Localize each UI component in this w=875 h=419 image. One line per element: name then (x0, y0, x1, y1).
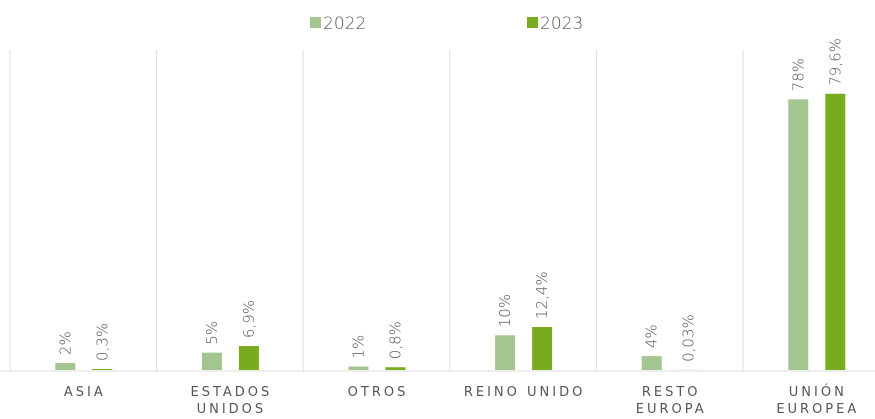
value-label: 12,4% (533, 271, 551, 319)
value-label: 0,3% (93, 323, 111, 361)
value-label: 10% (496, 294, 514, 327)
bar (92, 368, 113, 370)
x-tick-label: RESTO EUROPA (635, 385, 707, 417)
bar (385, 367, 406, 370)
bar (532, 326, 553, 370)
value-label: 79,6% (826, 38, 844, 86)
x-tick-label: ESTADOS UNIDOS (190, 385, 273, 417)
legend-swatch (527, 17, 538, 28)
bar (238, 346, 259, 370)
value-label: 5% (203, 321, 221, 345)
bar (825, 93, 846, 371)
bar (348, 366, 369, 370)
value-label: 0,03% (680, 314, 698, 362)
value-label: 2% (56, 331, 74, 355)
bar (55, 363, 76, 370)
x-tick-label: ASIA (63, 385, 106, 400)
bar (201, 352, 222, 370)
value-label: 1% (350, 335, 368, 359)
legend-label: 2023 (540, 14, 583, 34)
value-label: 6,9% (240, 300, 258, 338)
value-label: 0,8% (387, 321, 405, 359)
legend-swatch (310, 17, 321, 28)
value-label: 4% (643, 324, 661, 348)
legend-label: 2022 (323, 14, 366, 34)
x-tick-label: OTROS (347, 385, 409, 400)
bar (641, 356, 662, 370)
x-tick-label: UNIÓN EUROPEA (776, 385, 860, 417)
x-tick-label: REINO UNIDO (463, 385, 586, 400)
bar (495, 335, 516, 370)
value-label: 78% (789, 58, 807, 91)
bar (788, 99, 809, 370)
